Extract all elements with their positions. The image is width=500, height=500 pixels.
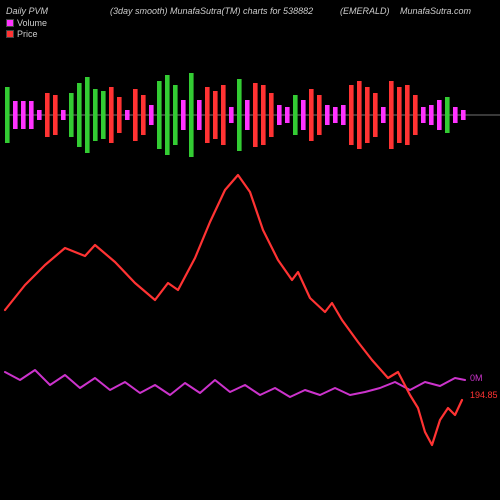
- volume-line-label: 0M: [470, 373, 483, 383]
- chart-canvas: [0, 0, 500, 500]
- price-line-label: 194.85: [470, 390, 498, 400]
